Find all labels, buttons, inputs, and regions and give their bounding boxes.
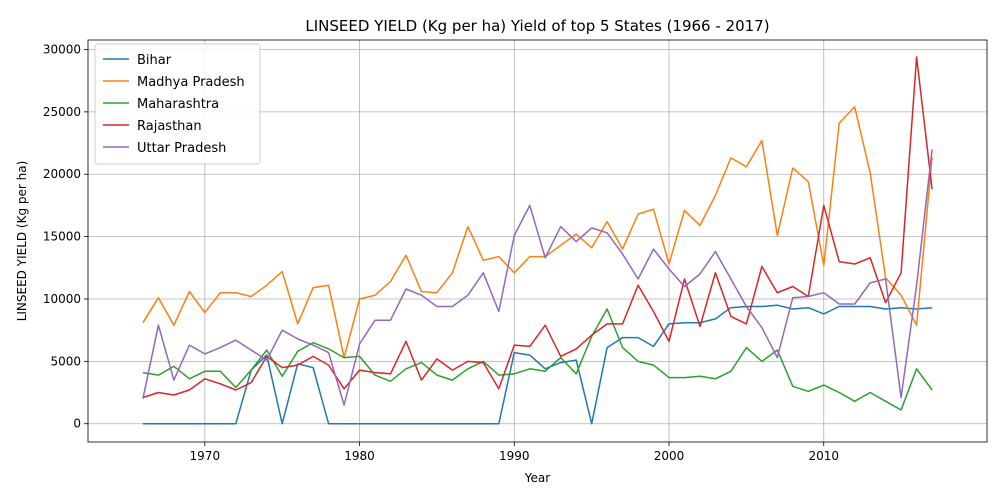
series-line-bihar [142, 304, 933, 425]
plot-lines [142, 56, 933, 425]
series-line-rajasthan [142, 56, 933, 399]
legend-label-madhya-pradesh: Madhya Pradesh [137, 75, 245, 90]
y-tick-label: 10000 [43, 292, 81, 306]
y-tick-label: 25000 [43, 105, 81, 119]
grid [88, 40, 987, 442]
series-line-madhya-pradesh [142, 106, 933, 359]
plot-frame [87, 39, 988, 443]
series-line-uttar-pradesh [142, 149, 933, 406]
chart-title: LINSEED YIELD (Kg per ha) Yield of top 5… [305, 17, 769, 35]
y-tick-label: 20000 [43, 167, 81, 181]
y-axis-label: LINSEED YIELD (Kg per ha) [15, 161, 29, 322]
series-line-maharashtra [142, 308, 933, 411]
y-tick-label: 30000 [43, 42, 81, 56]
ticks: 1970 1980 1990 2000 2010 0 5000 10000 15000 20000… [43, 42, 839, 463]
x-axis-label: Year [524, 471, 550, 485]
legend-label-bihar: Bihar [137, 53, 172, 68]
y-tick-label: 5000 [50, 354, 81, 368]
y-tick-label: 0 [73, 417, 81, 431]
legend: Bihar Madhya Pradesh Maharashtra Rajasthan U… [94, 43, 261, 165]
legend-label-maharashtra: Maharashtra [137, 97, 219, 112]
x-tick-label: 1980 [344, 449, 375, 463]
legend-label-rajasthan: Rajasthan [137, 119, 202, 134]
y-tick-label: 15000 [43, 230, 81, 244]
legend-box [94, 43, 261, 165]
x-tick-label: 1990 [499, 449, 530, 463]
x-tick-label: 2010 [808, 449, 839, 463]
x-tick-label: 1970 [190, 449, 221, 463]
x-tick-label: 2000 [654, 449, 685, 463]
legend-label-uttar-pradesh: Uttar Pradesh [137, 141, 226, 156]
